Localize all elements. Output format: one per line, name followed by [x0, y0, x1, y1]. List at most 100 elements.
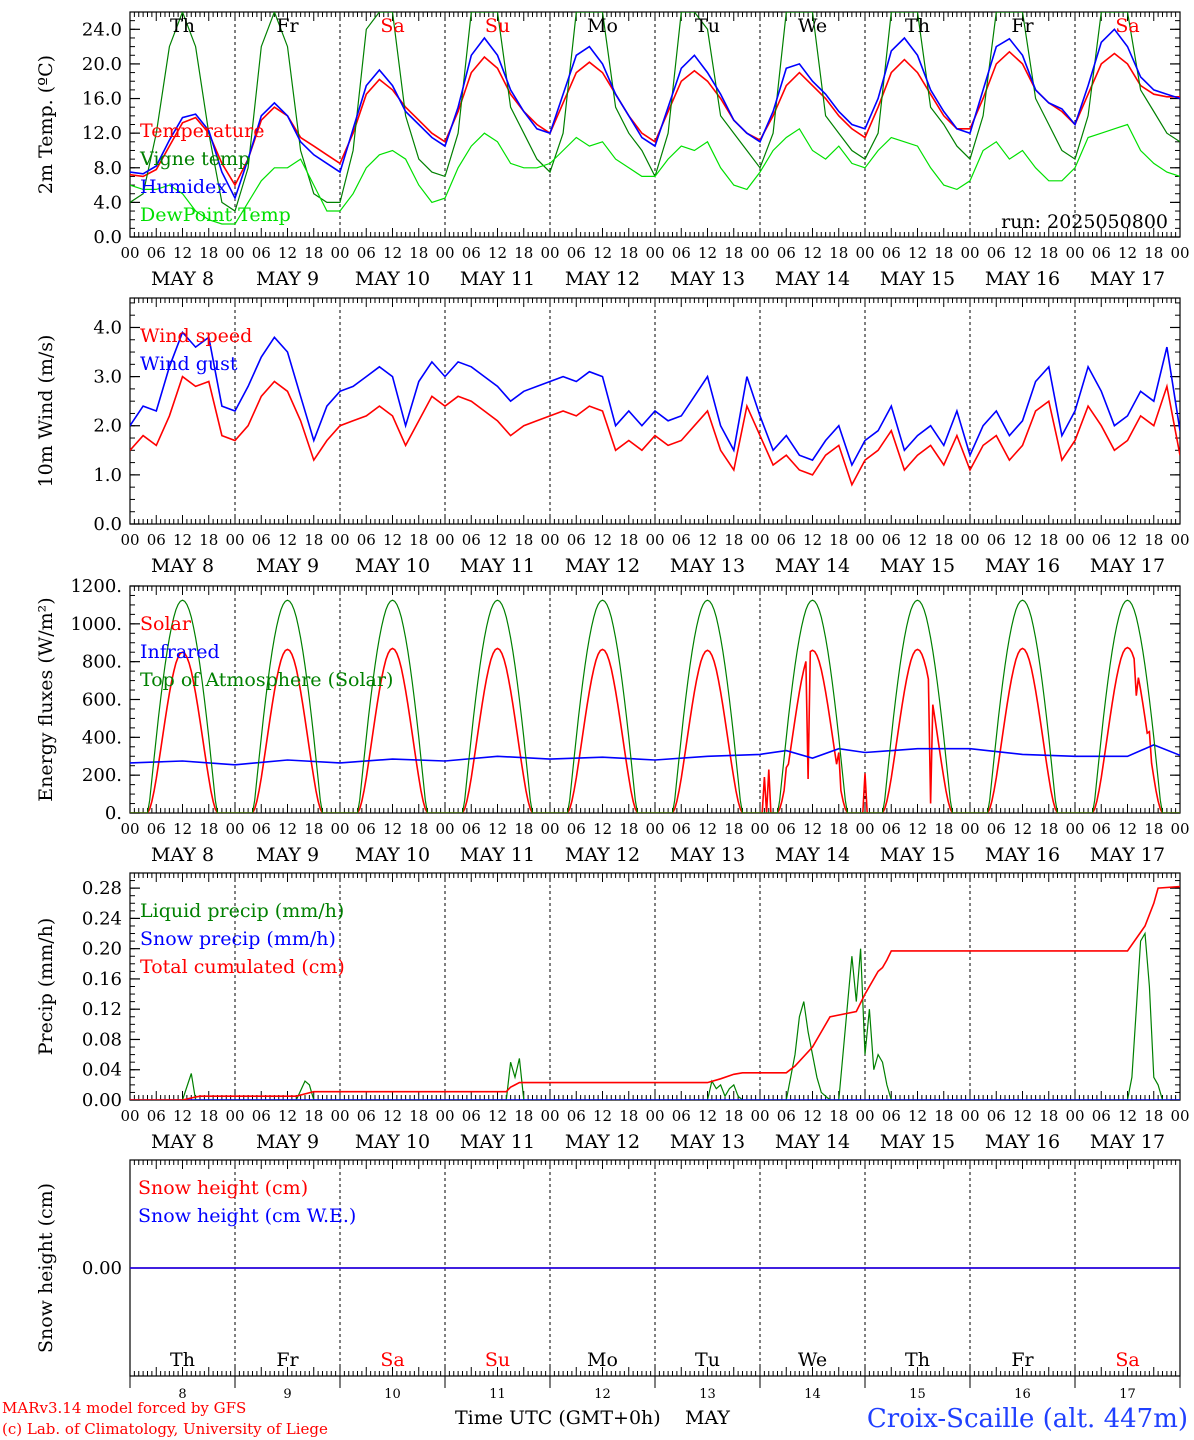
hour-tick-label: 00	[750, 820, 769, 838]
date-label: MAY 8	[151, 844, 214, 866]
date-label: MAY 11	[460, 1131, 535, 1153]
series-line	[130, 646, 1180, 813]
date-label: MAY 10	[355, 844, 430, 866]
hour-tick-label: 18	[514, 1107, 533, 1125]
hour-tick-label: 00	[1170, 1107, 1189, 1125]
date-label: MAY 12	[565, 268, 640, 290]
y-tick-label: 600.	[82, 690, 122, 711]
day-name: Th	[170, 1349, 195, 1371]
date-label: MAY 16	[985, 1131, 1060, 1153]
hour-tick-label: 18	[1039, 1107, 1058, 1125]
hour-tick-label: 06	[672, 244, 691, 262]
hour-tick-label: 12	[488, 820, 507, 838]
hour-tick-label: 00	[330, 244, 349, 262]
hour-tick-label: 18	[409, 531, 428, 549]
hour-tick-label: 12	[1118, 244, 1137, 262]
hour-tick-label: 12	[488, 531, 507, 549]
hour-tick-label: 12	[593, 244, 612, 262]
y-tick-label: 8.0	[93, 158, 122, 179]
hour-tick-label: 12	[1118, 820, 1137, 838]
day-name: Fr	[276, 15, 299, 37]
day-name: We	[798, 15, 827, 37]
y-axis-title: Precip (mm/h)	[35, 918, 57, 1056]
hour-tick-label: 06	[357, 531, 376, 549]
y-tick-label: 0.20	[82, 939, 122, 960]
day-number: 9	[283, 1387, 291, 1402]
hour-tick-label: 00	[330, 1107, 349, 1125]
legend-entry: Humidex	[140, 176, 227, 198]
hour-tick-label: 18	[1144, 244, 1163, 262]
hour-tick-label: 18	[619, 244, 638, 262]
date-label: MAY 13	[670, 555, 745, 577]
day-number: 16	[1014, 1387, 1031, 1402]
hour-tick-label: 12	[698, 1107, 717, 1125]
hour-tick-label: 18	[829, 531, 848, 549]
hour-tick-label: 12	[383, 531, 402, 549]
legend-entry: Top of Atmosphere (Solar)	[140, 669, 393, 691]
hour-tick-label: 06	[147, 820, 166, 838]
hour-tick-label: 12	[698, 531, 717, 549]
hour-tick-label: 18	[1144, 820, 1163, 838]
date-label: MAY 9	[256, 555, 319, 577]
y-axis-title: Energy fluxes (W/m²)	[35, 597, 57, 801]
date-label: MAY 10	[355, 1131, 430, 1153]
date-label: MAY 9	[256, 1131, 319, 1153]
hour-tick-label: 18	[619, 1107, 638, 1125]
day-number: 12	[594, 1387, 611, 1402]
series-line	[130, 28, 1180, 201]
legend-entry: Vigne temp	[139, 148, 250, 170]
hour-tick-label: 06	[1092, 1107, 1111, 1125]
hour-tick-label: 06	[147, 531, 166, 549]
hour-tick-label: 06	[252, 820, 271, 838]
date-label: MAY 15	[880, 555, 955, 577]
hour-tick-label: 06	[357, 1107, 376, 1125]
hour-tick-label: 06	[1092, 531, 1111, 549]
hour-tick-label: 00	[330, 820, 349, 838]
hour-tick-label: 00	[120, 244, 139, 262]
panel-4: Precip (mm/h) 0.00 0.04 0.08 0.12 0.16 0.20 0.2…	[35, 872, 1190, 1153]
hour-tick-label: 00	[645, 531, 664, 549]
hour-tick-label: 00	[1065, 1107, 1084, 1125]
legend-entry: Infrared	[140, 641, 220, 663]
hour-tick-label: 06	[672, 531, 691, 549]
y-tick-label: 0.0	[93, 227, 122, 248]
hour-tick-label: 00	[645, 820, 664, 838]
hour-tick-label: 06	[567, 820, 586, 838]
hour-tick-label: 12	[908, 820, 927, 838]
hour-tick-label: 00	[855, 820, 874, 838]
series-line	[130, 375, 1180, 487]
hour-tick-label: 12	[1118, 531, 1137, 549]
hour-tick-label: 00	[330, 531, 349, 549]
credit-line-1: MARv3.14 model forced by GFS	[2, 1399, 246, 1417]
hour-tick-label: 18	[724, 244, 743, 262]
hour-tick-label: 06	[1092, 244, 1111, 262]
hour-tick-label: 06	[987, 820, 1006, 838]
day-name: Su	[485, 15, 510, 37]
hour-tick-label: 00	[1065, 820, 1084, 838]
hour-tick-label: 00	[960, 820, 979, 838]
date-label: MAY 16	[985, 844, 1060, 866]
date-label: MAY 15	[880, 844, 955, 866]
legend-entry: Wind gust	[140, 353, 238, 375]
hour-tick-label: 06	[777, 1107, 796, 1125]
hour-tick-label: 12	[803, 244, 822, 262]
y-axis-title: Snow height (cm)	[35, 1183, 57, 1353]
hour-tick-label: 00	[120, 531, 139, 549]
hour-tick-label: 18	[1144, 531, 1163, 549]
legend-entry: Wind speed	[140, 325, 252, 347]
day-number: 8	[178, 1387, 186, 1402]
date-label: MAY 12	[565, 1131, 640, 1153]
hour-tick-label: 12	[698, 820, 717, 838]
date-label: MAY 15	[880, 1131, 955, 1153]
hour-tick-label: 06	[357, 244, 376, 262]
hour-tick-label: 06	[567, 531, 586, 549]
legend-entry: Temperature	[140, 120, 264, 142]
y-tick-label: 0.28	[82, 878, 122, 899]
y-tick-label: 2.0	[93, 416, 122, 437]
hour-tick-label: 06	[882, 244, 901, 262]
hour-tick-label: 00	[960, 244, 979, 262]
y-tick-label: 0.24	[82, 908, 122, 929]
day-name: Th	[905, 15, 930, 37]
panel-2: 10m Wind (m/s) 0.0 1.0 2.0 3.0 4.0 00 06 12 18 MAY…	[35, 297, 1190, 577]
